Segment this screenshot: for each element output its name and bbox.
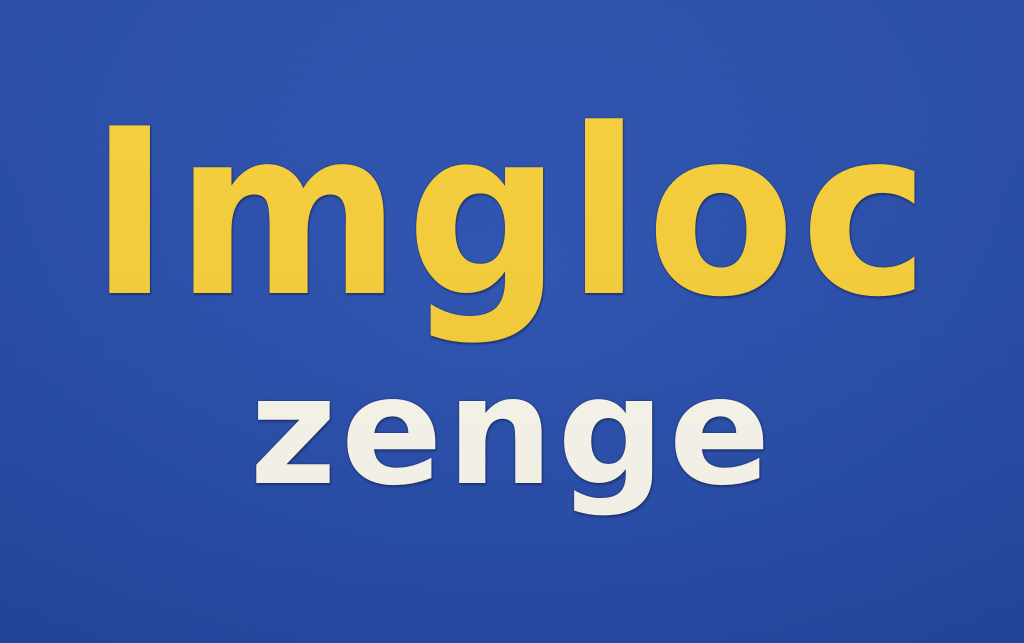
logo-text-line-1: Imgloc	[89, 81, 935, 348]
logo-text-line-2: zenge	[249, 345, 775, 519]
